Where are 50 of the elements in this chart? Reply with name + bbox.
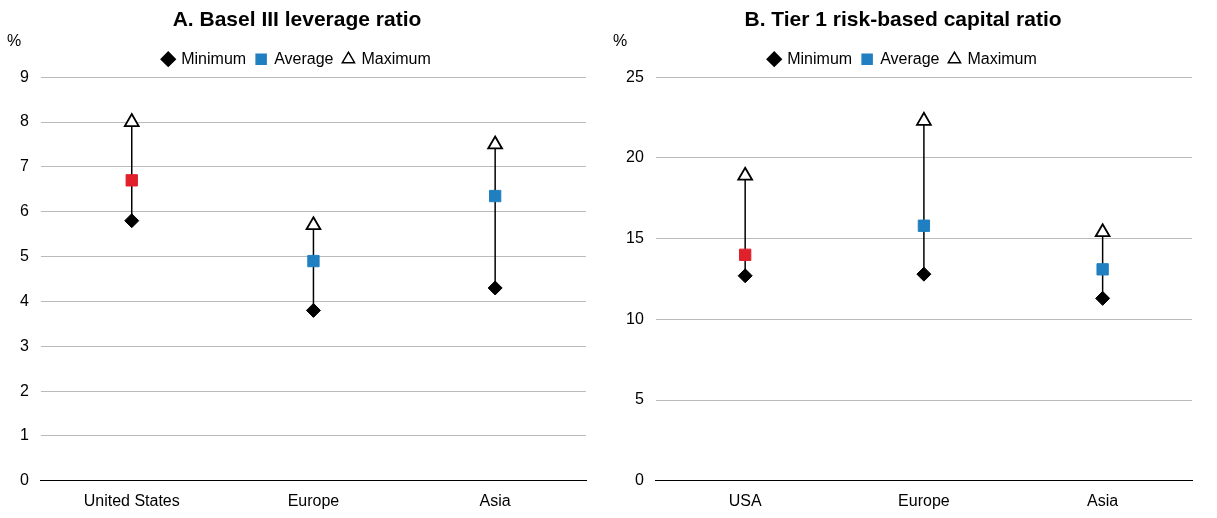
y-tick-label: 15: [626, 229, 644, 247]
legend-label: Average: [880, 49, 940, 67]
point: [123, 113, 140, 127]
point: [305, 216, 322, 231]
x-tick-label: Europe: [898, 491, 950, 509]
y-tick-label: 0: [19, 471, 29, 489]
x-tick-label: USA: [728, 491, 762, 509]
legend-label: Maximum: [361, 49, 431, 67]
legend-label: Minimum: [787, 49, 853, 67]
y-tick-label: 20: [626, 148, 644, 166]
y-tick-label: 1: [19, 426, 29, 444]
y-axis-title: %: [6, 31, 22, 49]
legend-label: Average: [274, 49, 334, 67]
point: [487, 135, 503, 150]
y-tick-label: 5: [19, 246, 29, 264]
chart-title: B. Tier 1 risk-based capital ratio: [744, 7, 1062, 31]
legend-label: Maximum: [967, 49, 1037, 67]
y-axis-title: %: [612, 31, 628, 49]
x-tick-label: Asia: [479, 491, 511, 509]
point: [1096, 263, 1109, 276]
y-tick-label: 3: [19, 336, 29, 354]
point: [916, 111, 932, 126]
y-tick-label: 7: [19, 157, 29, 175]
point: [739, 248, 752, 261]
x-tick-label: Asia: [1087, 491, 1119, 509]
chart-title: A. Basel III leverage ratio: [172, 7, 422, 31]
legend-label: Minimum: [181, 49, 247, 67]
y-tick-label: 2: [19, 381, 29, 399]
point: [737, 166, 753, 181]
y-tick-label: 9: [19, 67, 29, 85]
x-tick-label: Europe: [287, 491, 340, 509]
point: [737, 268, 753, 284]
point: [125, 174, 138, 187]
y-tick-label: 6: [19, 202, 29, 220]
y-tick-label: 5: [634, 390, 644, 408]
point: [305, 302, 321, 318]
x-tick-label: United States: [83, 491, 180, 509]
point: [488, 189, 502, 203]
point: [487, 280, 503, 296]
point: [1095, 290, 1111, 306]
y-tick-label: 8: [19, 112, 29, 130]
point: [916, 266, 932, 282]
y-tick-label: 0: [634, 471, 644, 489]
point: [124, 213, 140, 229]
point: [1094, 223, 1111, 238]
y-tick-label: 4: [19, 291, 29, 309]
point: [917, 219, 931, 232]
y-tick-label: 10: [626, 309, 644, 327]
y-tick-label: 25: [626, 67, 644, 85]
point: [307, 254, 320, 268]
